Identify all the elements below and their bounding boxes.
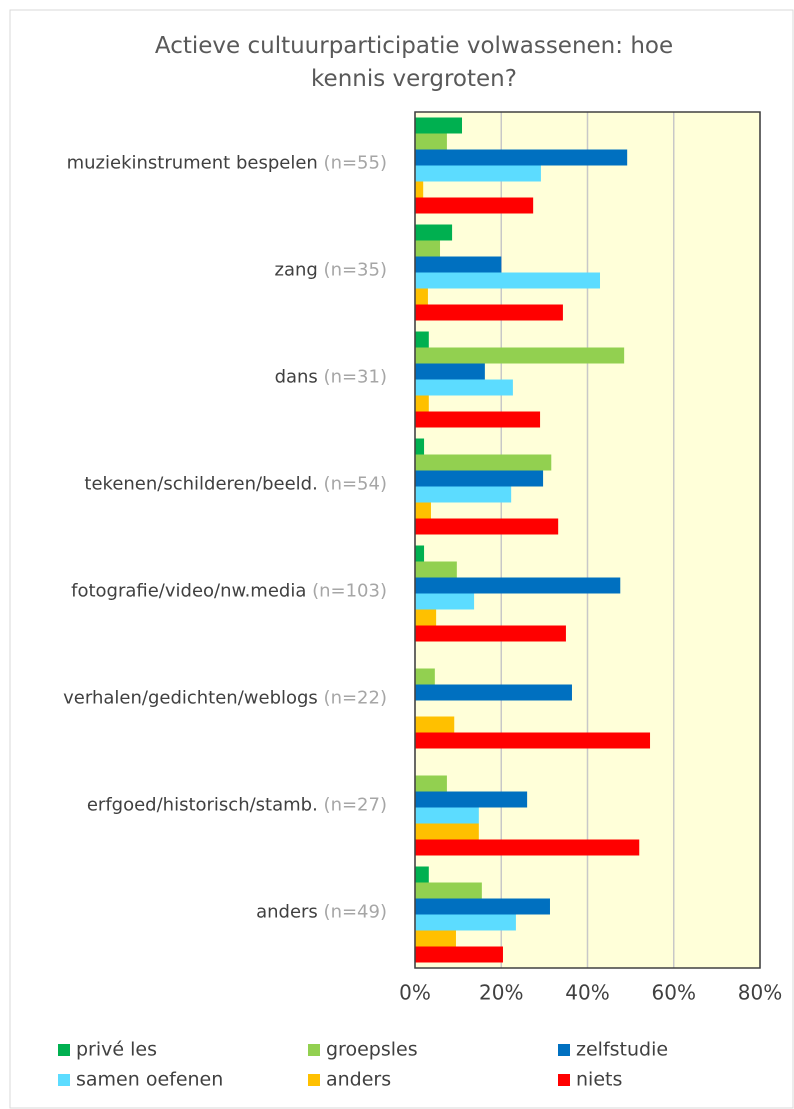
category-label: verhalen/gedichten/weblogs (n=22) <box>63 688 387 709</box>
bar <box>415 609 437 626</box>
category-label: fotografie/video/nw.media (n=103) <box>71 581 387 602</box>
bar <box>415 807 479 824</box>
legend-swatch <box>58 1074 70 1086</box>
plot-border <box>414 111 761 969</box>
legend-label: privé les <box>76 1039 157 1061</box>
legend-swatch <box>308 1044 320 1056</box>
bar <box>415 914 516 931</box>
legend-label: samen oefenen <box>76 1069 223 1091</box>
chart-frame <box>9 9 794 1109</box>
bar <box>415 379 513 396</box>
x-tick-label: 0% <box>399 981 431 1005</box>
bar <box>415 197 534 214</box>
legend-swatch <box>558 1044 570 1056</box>
legend-swatch <box>58 1044 70 1056</box>
bar <box>415 347 625 364</box>
x-tick-label: 80% <box>738 981 782 1005</box>
bar <box>415 304 563 321</box>
legend-label: anders <box>326 1069 391 1091</box>
bar <box>415 224 453 241</box>
category-note: (n=22) <box>324 688 387 709</box>
bar <box>415 502 431 519</box>
legend-label: niets <box>576 1069 622 1091</box>
bar <box>415 438 425 455</box>
category-name: fotografie/video/nw.media <box>71 581 306 602</box>
bar <box>415 882 482 899</box>
bar <box>415 486 512 503</box>
bar <box>415 561 457 578</box>
category-note: (n=49) <box>324 902 387 923</box>
category-name: tekenen/schilderen/beeld. <box>84 474 317 495</box>
bar <box>415 165 541 182</box>
bar <box>415 577 621 594</box>
bar <box>415 946 503 963</box>
bar <box>415 518 559 535</box>
bar <box>415 181 424 198</box>
bar <box>415 839 640 856</box>
bar <box>415 732 651 749</box>
bar <box>415 930 456 947</box>
bar <box>415 866 429 883</box>
category-label: dans (n=31) <box>275 367 387 388</box>
legend-label: groepsles <box>326 1039 418 1061</box>
category-name: zang <box>275 260 318 281</box>
bar <box>415 288 428 305</box>
bar <box>415 240 441 257</box>
category-label: zang (n=35) <box>275 260 388 281</box>
bar <box>415 898 550 915</box>
category-name: muziekinstrument bespelen <box>67 153 318 174</box>
category-label: tekenen/schilderen/beeld. (n=54) <box>84 474 387 495</box>
bar <box>415 133 447 150</box>
x-tick-label: 40% <box>565 981 609 1005</box>
bar <box>415 625 566 642</box>
bar <box>415 117 463 134</box>
category-name: erfgoed/historisch/stamb. <box>87 795 318 816</box>
bar <box>415 454 552 471</box>
bar <box>415 545 425 562</box>
bar <box>415 684 572 701</box>
legend-label: zelfstudie <box>576 1039 668 1061</box>
bar <box>415 593 475 610</box>
bar <box>415 775 447 792</box>
bar <box>415 272 601 289</box>
bar <box>415 823 479 840</box>
category-label: anders (n=49) <box>256 902 387 923</box>
category-note: (n=35) <box>324 260 387 281</box>
bar <box>415 411 541 428</box>
category-name: verhalen/gedichten/weblogs <box>63 688 318 709</box>
x-tick-label: 60% <box>652 981 696 1005</box>
chart-title: Actieve cultuurparticipatie volwassenen:… <box>154 33 674 92</box>
category-note: (n=54) <box>324 474 387 495</box>
category-name: dans <box>275 367 318 388</box>
category-note: (n=27) <box>324 795 387 816</box>
x-tick-label: 20% <box>479 981 523 1005</box>
bar <box>415 716 455 733</box>
category-note: (n=103) <box>312 581 387 602</box>
category-name: anders <box>256 902 318 923</box>
bar <box>415 791 528 808</box>
category-label: erfgoed/historisch/stamb. (n=27) <box>87 795 387 816</box>
bar <box>415 256 502 273</box>
bar <box>415 363 485 380</box>
category-note: (n=55) <box>324 153 387 174</box>
category-label: muziekinstrument bespelen (n=55) <box>67 153 387 174</box>
legend-swatch <box>308 1074 320 1086</box>
category-note: (n=31) <box>324 367 387 388</box>
bar <box>415 149 628 166</box>
bar <box>415 668 435 685</box>
legend-swatch <box>558 1074 570 1086</box>
bar <box>415 331 429 348</box>
bar <box>415 395 429 412</box>
bar <box>415 470 544 487</box>
